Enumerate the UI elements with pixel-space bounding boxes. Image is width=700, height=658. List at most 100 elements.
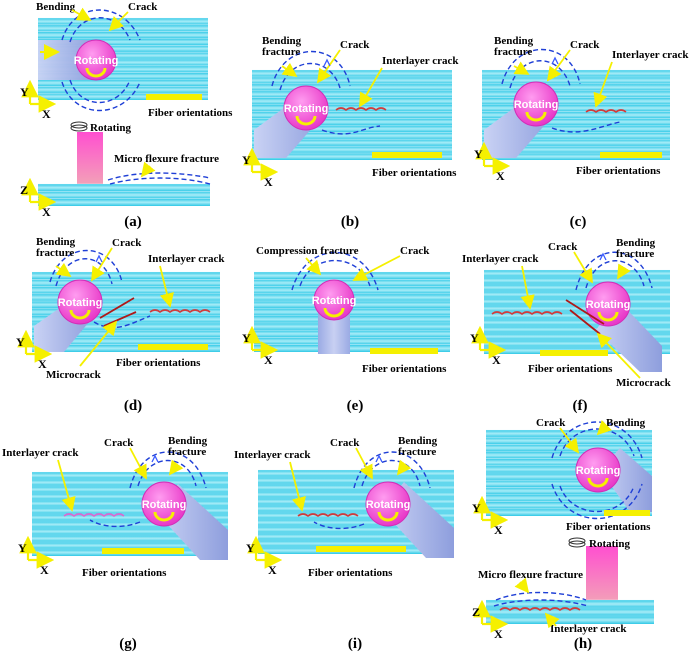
fiber-layer [486, 473, 652, 481]
fiber-layer [484, 305, 670, 312]
fiber-layer [254, 286, 450, 294]
axis-label-x: X [268, 563, 277, 577]
rotating-tool-ball [57, 279, 103, 325]
crack-label: Crack [570, 39, 600, 51]
crack-mark [551, 56, 559, 65]
fiber-layer [252, 111, 452, 119]
fiber-layer [32, 507, 228, 514]
fiber-layer [32, 322, 220, 331]
fiber-layer [254, 337, 450, 345]
crack-mark [375, 454, 383, 463]
rotation-spiral-icon [70, 124, 88, 132]
fiber-layer [38, 198, 210, 206]
fiber-direction-bar [604, 510, 650, 516]
fiber-layer [32, 528, 228, 535]
fiber-layer [32, 514, 228, 521]
bending-crack-arc [69, 79, 131, 104]
bending-crack-arc [353, 451, 431, 489]
fiber-layer [254, 272, 450, 280]
axis-label-y: Y [18, 541, 27, 555]
fiber-direction-bar [372, 152, 442, 158]
rotation-arc [323, 307, 345, 318]
tool-side-view [77, 132, 103, 184]
fiber-layer [38, 93, 208, 100]
interlayer-crack-label: Interlayer crack [148, 253, 225, 265]
microcrack-label: Microcrack [616, 377, 672, 389]
rotation-arc [587, 477, 609, 488]
axis-label-y: Y [20, 85, 29, 99]
fiber-layer [258, 540, 454, 547]
panel-c: Rotating Bending fracture Crack Interlayer c… [474, 35, 689, 183]
rotation-arc [377, 511, 399, 522]
interlayer-crack-label: Interlayer crack [550, 623, 627, 635]
leader-arrow [596, 419, 613, 436]
microcrack-label: Microcrack [46, 369, 102, 381]
rotating-label: Rotating [58, 297, 103, 309]
rotation-spiral-icon [568, 537, 586, 545]
fiber-layer [258, 470, 454, 477]
fiber-layer [252, 153, 452, 160]
bending-fracture-label: Bending fracture [36, 236, 76, 259]
interlayer-crack-wave [63, 513, 125, 518]
fiber-layer [32, 293, 220, 302]
fiber-layer [486, 494, 652, 502]
micro-flexure-label: Micro flexure fracture [478, 569, 583, 581]
fiber-layer [32, 308, 220, 316]
panel-caption: (g) [119, 636, 137, 652]
fiber-layer [254, 315, 450, 323]
fiber-layer [258, 526, 454, 533]
rotating-tool-ball [575, 447, 621, 493]
fiber-layer [258, 491, 454, 498]
bending-crack-arc [89, 519, 141, 528]
fiber-layer [482, 139, 670, 147]
fiber-layer [258, 498, 454, 505]
leader-arrow [91, 247, 113, 282]
fiber-layer [258, 533, 454, 540]
fiber-layer [38, 45, 208, 53]
axis-label-x: X [264, 175, 273, 189]
crack-label: Crack [548, 241, 578, 253]
fiber-layer [32, 535, 228, 542]
rotating-label: Rotating [312, 295, 357, 307]
panel-caption: (h) [574, 636, 592, 652]
leader-arrow [140, 161, 156, 178]
interlayer-crack-wave [149, 309, 211, 314]
fiber-layer [482, 97, 670, 105]
interlayer-crack-label: Interlayer crack [2, 447, 79, 459]
interlayer-crack-wave [297, 513, 359, 518]
fiber-orientations-label: Fiber orientations [308, 567, 393, 579]
fiber-layer [254, 308, 450, 316]
panel-caption: (i) [348, 636, 362, 652]
fiber-layer [38, 38, 208, 46]
compression-fracture-label: Compression fracture [256, 245, 359, 257]
panel-caption: (a) [124, 214, 142, 230]
fiber-direction-bar [370, 348, 438, 354]
leader-arrow [352, 255, 401, 281]
bending-crack-arc [129, 451, 207, 489]
rotation-arc [295, 115, 317, 126]
leader-arrow [289, 461, 306, 512]
fiber-layer [32, 301, 220, 309]
fiber-layer [486, 608, 654, 616]
rotating-side-label: Rotating [90, 122, 131, 134]
fiber-layer [252, 139, 452, 147]
leader-arrow [79, 320, 118, 367]
bending-fracture-label: Bending fracture [398, 435, 438, 458]
rotating-tool-ball [365, 481, 411, 527]
leader-arrow [596, 332, 641, 379]
fiber-layer [486, 600, 654, 608]
bending-crack-arc [321, 125, 381, 135]
interlayer-crack-wave [585, 109, 627, 114]
fiber-orientations-label: Fiber orientations [566, 521, 651, 533]
fiber-direction-bar [600, 152, 662, 158]
rotating-tool-ball [513, 81, 559, 127]
fiber-layer [482, 132, 670, 140]
panel-b: Rotating Bending fracture Crack Interlayer c… [242, 35, 459, 189]
rotation-arc [153, 511, 175, 522]
axis-label-x: X [42, 205, 51, 219]
interlayer-crack-label: Interlayer crack [382, 55, 459, 67]
rotating-label: Rotating [284, 103, 329, 115]
leader-arrow [559, 427, 580, 454]
fiber-layer [484, 326, 670, 333]
